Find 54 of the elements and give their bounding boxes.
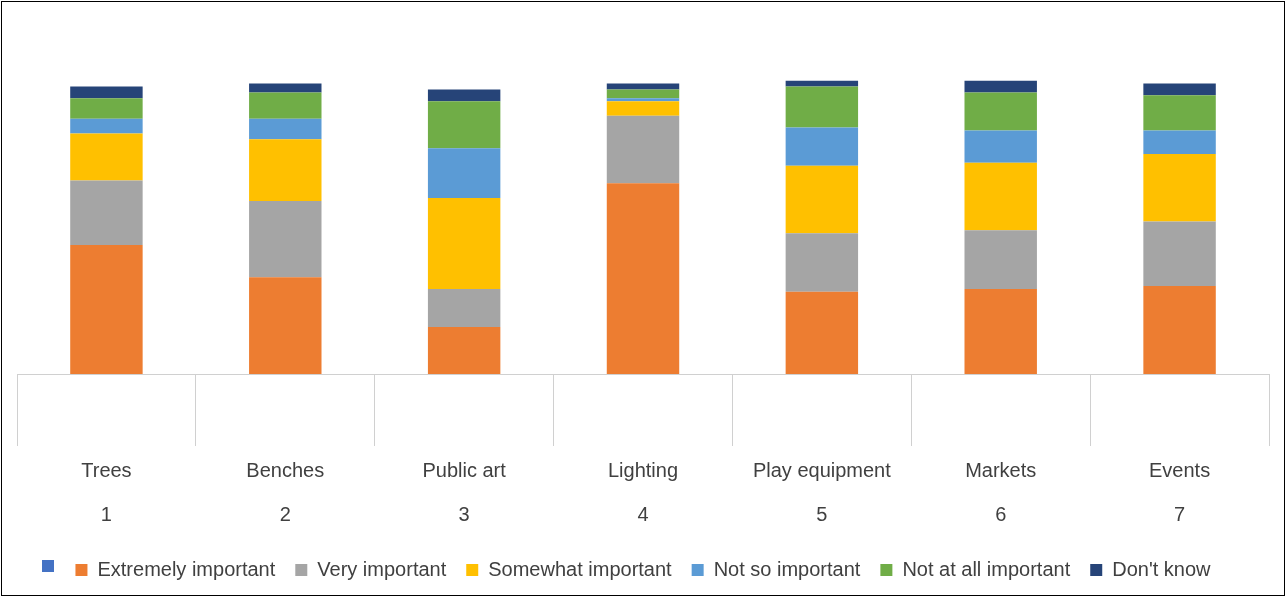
x-tick-label: Markets 6	[965, 458, 1037, 525]
bar	[785, 127, 859, 166]
legend-label: Not so important	[713, 557, 861, 580]
legend-label: Somewhat important	[488, 557, 673, 580]
bar	[249, 139, 322, 201]
x-tick-label: Play equipment 5	[752, 458, 892, 525]
bar	[249, 118, 322, 140]
bar	[70, 86, 143, 99]
bar	[1143, 83, 1216, 96]
bar	[964, 92, 1037, 131]
legend-label: Not at all important	[902, 557, 1071, 580]
bar	[964, 80, 1037, 93]
bar	[427, 288, 501, 328]
bar	[606, 101, 680, 116]
bar	[427, 101, 501, 149]
bar	[427, 148, 501, 198]
bar	[427, 89, 501, 102]
bar	[1143, 130, 1216, 154]
bar	[1143, 95, 1216, 131]
x-tick-label: Benches 2	[246, 458, 325, 525]
bar	[249, 92, 322, 119]
bar	[249, 277, 322, 374]
x-tick-label: Public art 3	[422, 458, 507, 525]
bar	[70, 118, 143, 134]
bar	[70, 244, 143, 374]
legend-label: Extremely important	[97, 557, 276, 580]
bar	[1143, 154, 1216, 222]
bar	[785, 86, 859, 128]
bar	[785, 80, 859, 87]
bar	[964, 130, 1037, 163]
bar	[1143, 286, 1216, 374]
bar	[1143, 221, 1216, 286]
bar	[964, 230, 1037, 289]
x-tick-label: Lighting 4	[607, 458, 679, 525]
bar	[964, 162, 1037, 231]
x-tick-label: Events 7	[1148, 458, 1211, 525]
bar	[606, 115, 680, 184]
bar	[606, 183, 680, 374]
bar	[70, 98, 143, 119]
bar	[964, 288, 1037, 374]
bar	[785, 291, 859, 374]
bar	[70, 133, 143, 181]
bar	[427, 327, 501, 374]
bar	[249, 200, 322, 278]
legend-label: Very important	[317, 557, 447, 580]
bar	[785, 165, 859, 234]
bar	[249, 83, 322, 93]
bar	[785, 233, 859, 292]
bar	[606, 89, 680, 99]
bar	[70, 180, 143, 245]
bar	[427, 198, 501, 289]
x-tick-label: Trees 1	[81, 458, 132, 525]
legend-label: Don't know	[1112, 557, 1212, 580]
bar	[606, 98, 680, 102]
